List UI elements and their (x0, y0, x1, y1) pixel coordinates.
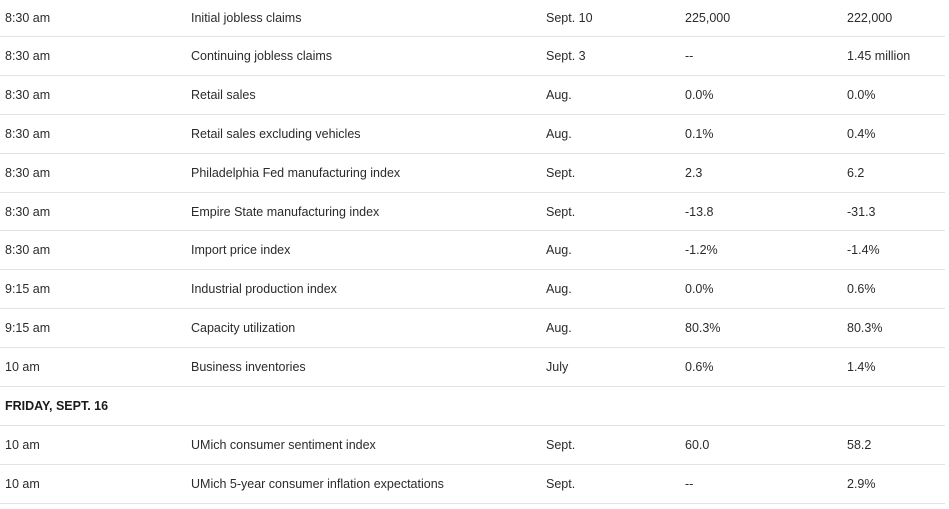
table-row: 10 am Business inventories July 0.6% 1.4… (0, 348, 945, 388)
previous-cell: -1.4% (847, 243, 880, 258)
period-cell: Sept. (546, 476, 576, 491)
table-row: 10 am UMich 5-year consumer inflation ex… (0, 465, 945, 504)
forecast-cell: 0.0% (685, 87, 714, 102)
event-cell: Initial jobless claims (191, 11, 302, 25)
event-cell: Retail sales (191, 87, 256, 102)
event-cell: Retail sales excluding vehicles (191, 126, 361, 141)
previous-cell: 222,000 (847, 11, 893, 25)
time-cell: 10 am (5, 476, 40, 491)
forecast-cell: -- (685, 476, 694, 491)
day-heading: FRIDAY, SEPT. 16 (5, 398, 109, 413)
period-cell: Aug. (546, 282, 572, 297)
time-cell: 9:15 am (5, 321, 51, 336)
event-cell: Industrial production index (191, 282, 337, 297)
time-cell: 8:30 am (5, 243, 51, 258)
period-cell: Aug. (546, 87, 572, 102)
previous-cell: -31.3 (847, 204, 876, 219)
period-cell: Sept. 10 (546, 11, 593, 25)
previous-cell: 0.0% (847, 87, 876, 102)
time-cell: 8:30 am (5, 126, 51, 141)
time-cell: 8:30 am (5, 11, 51, 25)
table-row: 8:30 am Empire State manufacturing index… (0, 193, 945, 232)
previous-cell: 1.4% (847, 360, 876, 375)
event-cell: Empire State manufacturing index (191, 204, 380, 219)
table-row: 9:15 am Capacity utilization Aug. 80.3% … (0, 309, 945, 349)
forecast-cell: 60.0 (685, 437, 710, 452)
forecast-cell: -- (685, 48, 694, 63)
section-header-row: FRIDAY, SEPT. 16 (0, 387, 945, 426)
period-cell: July (546, 360, 569, 375)
event-cell: Philadelphia Fed manufacturing index (191, 165, 401, 180)
table-row: 9:15 am Industrial production index Aug.… (0, 270, 945, 310)
forecast-cell: 0.1% (685, 126, 714, 141)
previous-cell: 2.9% (847, 476, 876, 491)
table-row: 10 am UMich consumer sentiment index Sep… (0, 426, 945, 465)
event-cell: Continuing jobless claims (191, 48, 333, 63)
period-cell: Aug. (546, 321, 572, 336)
period-cell: Sept. 3 (546, 48, 586, 63)
forecast-cell: 2.3 (685, 165, 703, 180)
event-cell: Capacity utilization (191, 321, 296, 336)
time-cell: 8:30 am (5, 48, 51, 63)
period-cell: Sept. (546, 437, 576, 452)
table-row: 8:30 am Retail sales excluding vehicles … (0, 115, 945, 154)
period-cell: Sept. (546, 204, 576, 219)
table-row: 8:30 am Retail sales Aug. 0.0% 0.0% (0, 76, 945, 115)
time-cell: 8:30 am (5, 204, 51, 219)
period-cell: Sept. (546, 165, 576, 180)
forecast-cell: 0.0% (685, 282, 714, 297)
event-cell: Import price index (191, 243, 291, 258)
event-cell: UMich 5-year consumer inflation expectat… (191, 476, 444, 491)
table-row: 8:30 am Continuing jobless claims Sept. … (0, 37, 945, 76)
previous-cell: 0.6% (847, 282, 876, 297)
forecast-cell: 80.3% (685, 321, 721, 336)
previous-cell: 0.4% (847, 126, 876, 141)
event-cell: UMich consumer sentiment index (191, 437, 376, 452)
previous-cell: 1.45 million (847, 48, 911, 63)
forecast-cell: 0.6% (685, 360, 714, 375)
previous-cell: 58.2 (847, 437, 872, 452)
period-cell: Aug. (546, 243, 572, 258)
forecast-cell: -1.2% (685, 243, 718, 258)
time-cell: 10 am (5, 437, 40, 452)
table-row: 8:30 am Initial jobless claims Sept. 10 … (0, 0, 945, 37)
time-cell: 8:30 am (5, 165, 51, 180)
time-cell: 9:15 am (5, 282, 51, 297)
previous-cell: 6.2 (847, 165, 865, 180)
forecast-cell: 225,000 (685, 11, 731, 25)
previous-cell: 80.3% (847, 321, 883, 336)
event-cell: Business inventories (191, 360, 306, 375)
table-row: 8:30 am Import price index Aug. -1.2% -1… (0, 231, 945, 271)
forecast-cell: -13.8 (685, 204, 714, 219)
period-cell: Aug. (546, 126, 572, 141)
time-cell: 10 am (5, 360, 40, 375)
time-cell: 8:30 am (5, 87, 51, 102)
table-row: 8:30 am Philadelphia Fed manufacturing i… (0, 154, 945, 193)
